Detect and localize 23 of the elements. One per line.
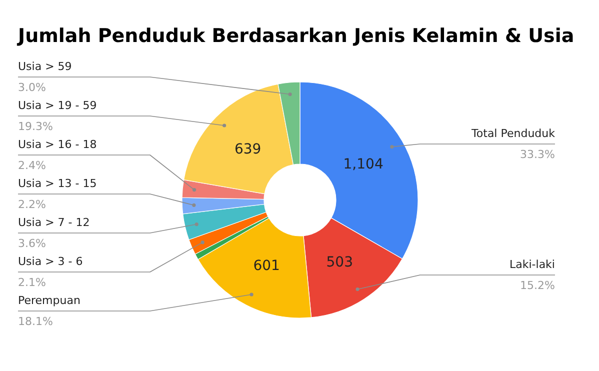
slice-label: Usia > 13 - 15 [18, 177, 97, 190]
slice-label: Usia > 3 - 6 [18, 255, 83, 268]
text: 2.1% [18, 276, 46, 289]
text: 2.4% [18, 159, 46, 172]
slice-label: Usia > 59 [18, 60, 72, 73]
slice-label: Total Penduduk [470, 127, 556, 140]
slice-label: Usia > 19 - 59 [18, 99, 97, 112]
text: 2.2% [18, 198, 46, 211]
data-label: 1,104 [343, 156, 384, 172]
slice-label: Usia > 7 - 12 [18, 216, 90, 229]
slice-label: Laki-laki [510, 258, 555, 271]
data-label: 503 [326, 254, 353, 270]
slice-label: Perempuan [18, 294, 80, 307]
slice-label: Usia > 16 - 18 [18, 138, 97, 151]
chart-title: Jumlah Penduduk Berdasarkan Jenis Kelamin & Usia [16, 25, 574, 47]
data-label: 639 [234, 142, 262, 158]
text: 18.1% [18, 315, 53, 328]
text: 3.6% [18, 237, 46, 250]
text: 19.3% [18, 120, 53, 133]
text: 15.2% [520, 279, 555, 292]
text: 3.0% [18, 81, 46, 94]
data-label: 601 [253, 258, 280, 274]
text: 33.3% [520, 148, 555, 161]
